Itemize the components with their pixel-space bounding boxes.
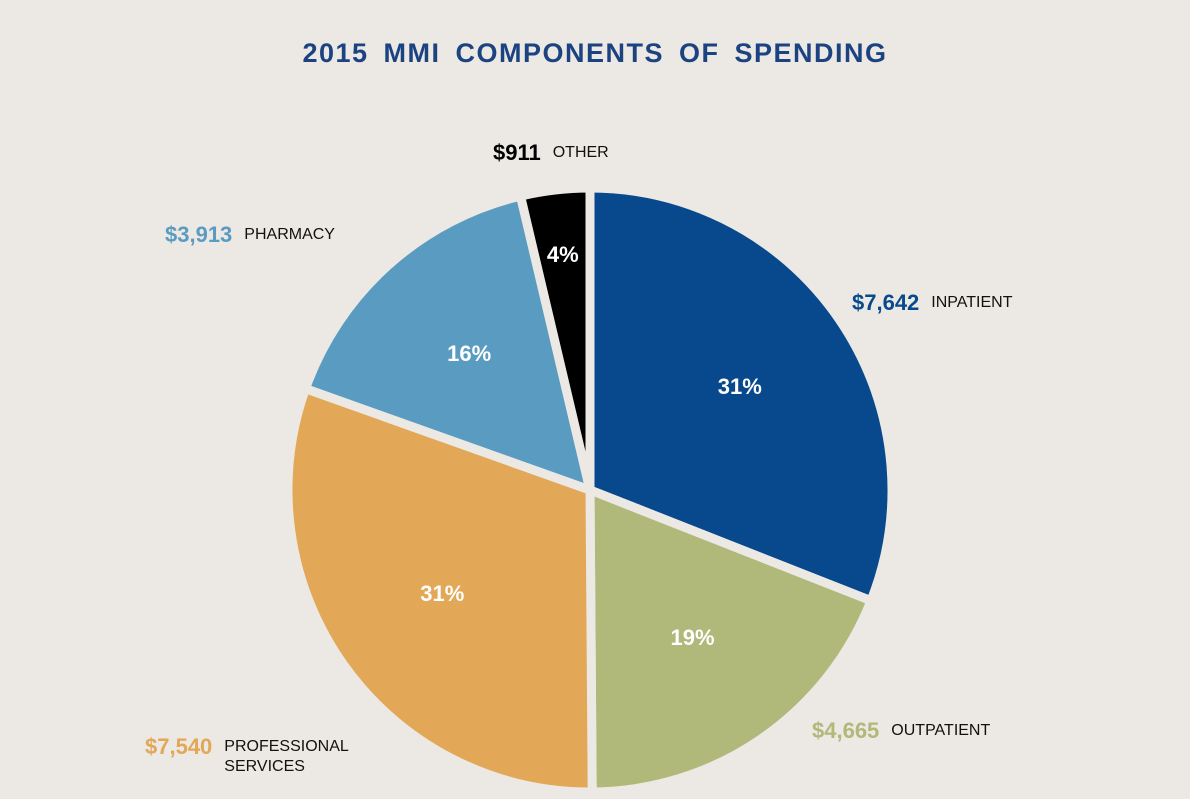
slice-category: PHARMACY [244,226,335,243]
slice-category: OUTPATIENT [891,722,991,739]
slice-amount: $4,665 [812,718,880,743]
percent-label: 31% [718,374,762,399]
percent-label: 19% [670,625,714,650]
percent-label: 16% [447,341,491,366]
chart-title: 2015 MMI COMPONENTS OF SPENDING [302,38,888,68]
slice-amount: $3,913 [165,222,233,247]
slice-label: $4,665 OUTPATIENT [812,718,990,744]
slice-label: $7,642 INPATIENT [852,290,1012,316]
slice-label: $7,540 PROFESSIONAL SERVICES [145,734,384,777]
slice-category: OTHER [552,144,609,161]
slice-label: $3,913 PHARMACY [165,222,335,248]
pie-slice [585,183,897,607]
pie-slice [299,190,597,498]
slice-label: $911 OTHER [493,140,609,166]
pie-slice [283,382,597,797]
percent-label: 4% [547,242,579,267]
slice-amount: $7,540 [145,734,213,759]
slice-amount: $911 [493,140,541,165]
slice-amount: $7,642 [852,290,920,315]
pie-slice [585,483,877,797]
slice-category: PROFESSIONAL SERVICES [224,738,349,775]
slice-category: INPATIENT [931,294,1013,311]
percent-label: 31% [420,581,464,606]
pie-slice [515,183,595,492]
